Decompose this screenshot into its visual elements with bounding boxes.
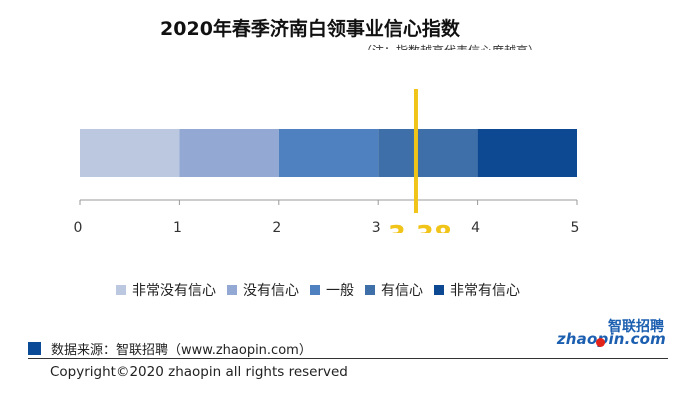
legend-label-0: 非常没有信心	[132, 283, 216, 299]
legend-label-3: 有信心	[381, 283, 423, 299]
x-tick-label-5: 5	[571, 220, 580, 236]
x-tick-label-1: 1	[173, 220, 182, 236]
legend-item-3: 有信心	[365, 280, 423, 300]
legend-item-4: 非常有信心	[434, 280, 520, 300]
source-row: 数据来源：智联招聘（www.zhaopin.com）	[28, 339, 312, 358]
x-tick-label-0: 0	[74, 220, 83, 236]
legend-item-2: 一般	[310, 280, 354, 300]
legend-swatch-3	[365, 285, 375, 295]
legend-label-2: 一般	[326, 283, 354, 299]
legend-swatch-4	[434, 285, 444, 295]
x-axis: 0 1 2 3 4 5	[74, 199, 580, 236]
source-text: 数据来源：智联招聘（www.zhaopin.com）	[51, 343, 312, 358]
chart-title: 2020年春季济南白领事业信心指数	[160, 18, 460, 40]
legend: 非常没有信心 没有信心 一般 有信心 非常有信心	[116, 280, 531, 300]
chart-note-clip: （注：指数越高代表信心度越高）	[360, 40, 610, 50]
legend-item-1: 没有信心	[227, 280, 299, 300]
legend-label-4: 非常有信心	[450, 283, 520, 299]
legend-item-0: 非常没有信心	[116, 280, 216, 300]
bar-segments	[80, 129, 577, 177]
x-tick-label-3: 3	[372, 220, 381, 236]
legend-swatch-2	[310, 285, 320, 295]
legend-swatch-1	[227, 285, 237, 295]
legend-swatch-0	[116, 285, 126, 295]
chart-note: （注：指数越高代表信心度越高）	[360, 42, 540, 50]
marker-group: 3.38	[388, 89, 452, 251]
x-tick-label-4: 4	[471, 220, 480, 236]
legend-label-1: 没有信心	[243, 283, 299, 299]
copyright-text: Copyright©2020 zhaopin all rights reserv…	[50, 364, 348, 380]
x-tick-label-2: 2	[272, 220, 281, 236]
logo-dot-icon	[596, 338, 605, 347]
bar-segment-0	[80, 129, 180, 177]
footer-divider	[28, 358, 668, 359]
zhaopin-logo: 智联招聘 zhaopin.com	[556, 316, 670, 352]
source-square-icon	[28, 342, 41, 355]
marker-label: 3.38	[388, 221, 452, 251]
bar-segment-4	[477, 129, 577, 177]
bar-segment-2	[278, 129, 379, 177]
bar-segment-1	[179, 129, 279, 177]
bar-segment-3	[378, 129, 478, 177]
logo-en-text: zhaopin.com	[556, 330, 666, 348]
logo-cn-text: 智联招聘	[608, 319, 664, 335]
